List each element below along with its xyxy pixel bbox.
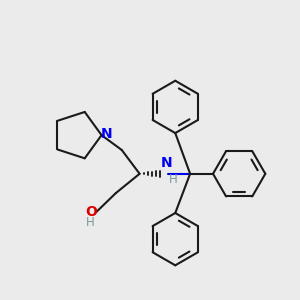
Text: N: N bbox=[101, 127, 113, 141]
Text: O: O bbox=[85, 205, 97, 219]
Text: H: H bbox=[169, 172, 178, 186]
Text: H: H bbox=[85, 216, 94, 229]
Text: N: N bbox=[160, 156, 172, 170]
